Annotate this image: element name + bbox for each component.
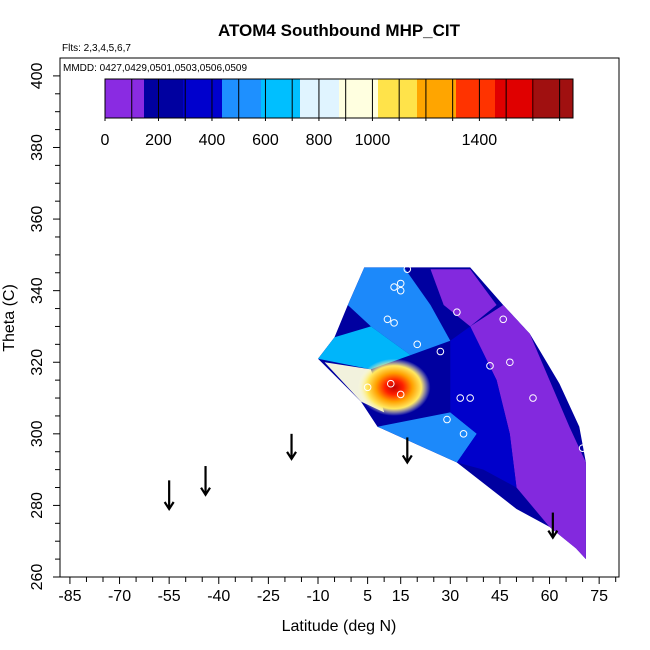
arrow-marker xyxy=(401,437,413,465)
x-tick-label: -25 xyxy=(257,588,280,605)
obs-point xyxy=(466,394,474,402)
x-tick-label: -40 xyxy=(207,588,230,605)
obs-point xyxy=(453,308,461,316)
x-tick-label: 45 xyxy=(491,588,509,605)
field-band xyxy=(470,305,586,560)
obs-point xyxy=(506,358,514,367)
obs-point xyxy=(443,415,451,424)
arrow-marker xyxy=(163,480,175,512)
dates-label: MMDD: 0427,0429,0501,0503,0506,0509 xyxy=(63,63,247,74)
colorbar-tick-label: 800 xyxy=(306,132,333,149)
field-hotspot xyxy=(357,358,431,416)
obs-point xyxy=(383,315,392,324)
obs-point xyxy=(396,390,405,399)
colorbar: 0 200 400 600 800 1000 1400 xyxy=(101,78,574,149)
plot-frame xyxy=(59,57,620,578)
obs-point xyxy=(390,283,398,291)
obs-point xyxy=(529,394,537,402)
x-tick-label: -10 xyxy=(306,588,329,605)
field-band xyxy=(347,267,451,356)
arrow-head xyxy=(286,451,297,461)
arrow-head xyxy=(401,454,413,465)
obs-point xyxy=(396,279,405,288)
x-tick-label: -55 xyxy=(158,588,181,605)
colorbar-tick-label: 600 xyxy=(252,132,279,149)
arrow-marker xyxy=(286,433,297,461)
y-tick-label: 320 xyxy=(29,349,46,376)
colorbar-tick-label: 200 xyxy=(145,132,172,149)
field-band xyxy=(377,412,477,463)
x-tick-label: 5 xyxy=(363,588,372,605)
y-tick-label: 400 xyxy=(29,62,46,89)
colorbar-swatch xyxy=(261,79,301,118)
obs-point xyxy=(363,383,372,392)
field-band xyxy=(430,269,497,327)
arrow-head xyxy=(547,530,559,540)
x-tick-label: 15 xyxy=(392,588,410,605)
y-tick-label: 280 xyxy=(29,492,46,519)
colorbar-swatch xyxy=(222,79,262,118)
y-tick-label: 340 xyxy=(29,277,46,304)
x-axis-label: Latitude (deg N) xyxy=(282,618,397,635)
arrow-head xyxy=(200,487,211,497)
field-band xyxy=(318,326,411,370)
y-tick-label: 380 xyxy=(29,134,46,161)
obs-point xyxy=(396,286,405,295)
x-tick-label: -70 xyxy=(108,588,131,605)
arrow-marker xyxy=(200,466,211,497)
x-tick-label: -85 xyxy=(58,588,81,605)
obs-point xyxy=(436,347,445,356)
colorbar-swatch xyxy=(183,79,223,118)
obs-point xyxy=(578,444,587,452)
flights-label: Flts: 2,3,4,5,6,7 xyxy=(62,43,131,54)
arrow-markers xyxy=(163,433,559,540)
arrow-head xyxy=(163,501,175,512)
observation-points xyxy=(363,265,587,452)
x-tick-label: 60 xyxy=(541,588,559,605)
obs-point xyxy=(456,394,465,402)
y-tick-label: 360 xyxy=(29,206,46,233)
obs-point xyxy=(386,379,395,388)
colorbar-swatch xyxy=(456,79,496,118)
obs-point xyxy=(459,430,468,438)
y-axis-label: Theta (C) xyxy=(1,284,18,352)
colorbar-swatch xyxy=(378,79,418,118)
colorbar-tick-label: 1400 xyxy=(462,132,498,149)
colorbar-swatch xyxy=(495,79,535,118)
x-tick-label: 30 xyxy=(441,588,459,605)
colorbar-tick-label: 1000 xyxy=(355,132,391,149)
field-band xyxy=(450,326,517,488)
obs-point xyxy=(390,319,398,327)
x-axis: -85 -70 -55 -40 -25 -10 5 15 30 45 60 75 xyxy=(58,577,617,605)
x-tick-label: 75 xyxy=(590,588,608,605)
y-tick-label: 300 xyxy=(29,420,46,447)
colorbar-tick-label: 0 xyxy=(101,132,110,149)
obs-point xyxy=(413,340,422,349)
arrow-marker xyxy=(547,512,559,540)
colorbar-swatch xyxy=(417,79,457,118)
colorbar-swatch xyxy=(534,79,574,118)
heatmap-field xyxy=(318,267,586,560)
colorbar-swatch xyxy=(300,79,340,118)
y-tick-label: 260 xyxy=(29,564,46,591)
chart-title: ATOM4 Southbound MHP_CIT xyxy=(218,21,461,40)
y-axis: 260 280 300 320 340 360 380 400 xyxy=(29,62,60,590)
colorbar-swatch xyxy=(144,79,184,118)
obs-point xyxy=(486,362,494,370)
colorbar-swatch xyxy=(105,79,145,118)
obs-point xyxy=(403,265,412,273)
field-bands xyxy=(318,267,586,560)
colorbar-tick-label: 400 xyxy=(199,132,226,149)
obs-point xyxy=(499,315,508,324)
